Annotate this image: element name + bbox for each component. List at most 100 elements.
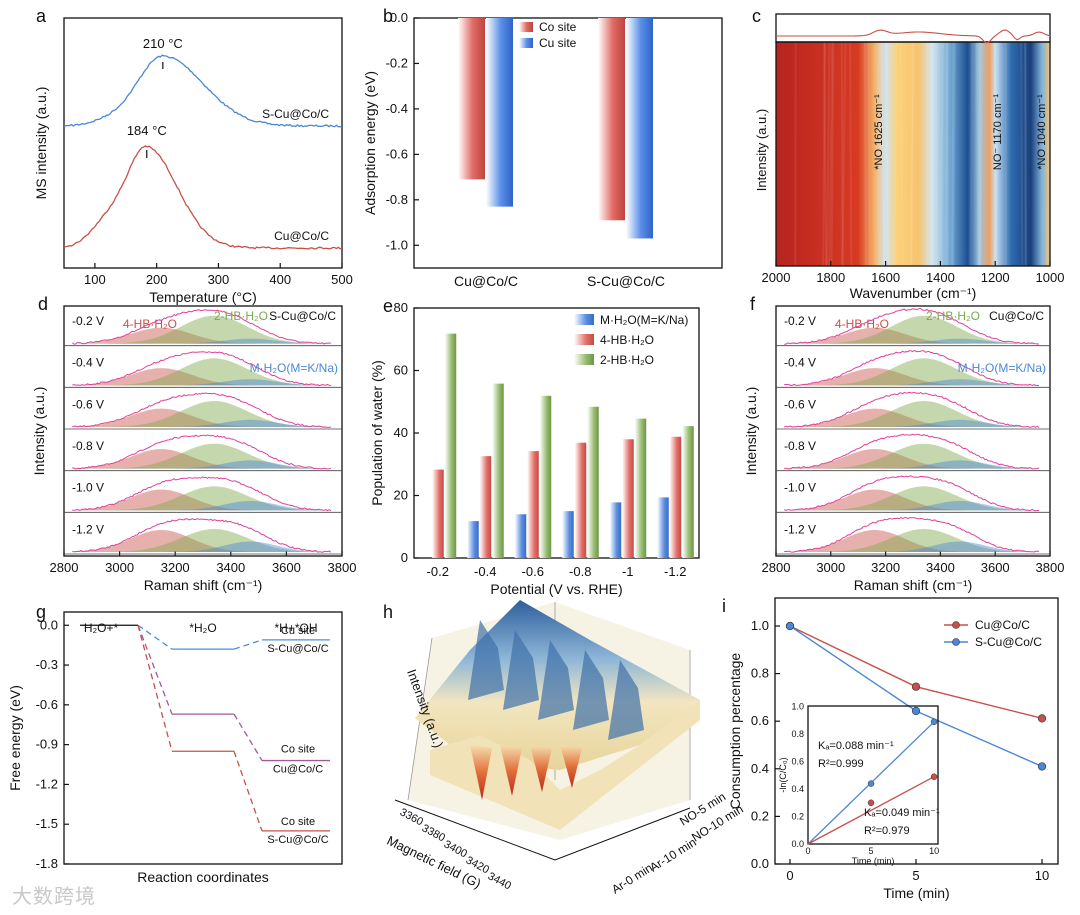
data-point-i [911, 706, 921, 716]
heatmap-streak-c [939, 42, 944, 266]
y-axis-label-g: Free energy (eV) [7, 685, 23, 791]
heatmap-streak-c [909, 42, 914, 266]
gauss-component-m-h2o [77, 541, 329, 552]
band-annotation-c: *NO 1040 cm⁻¹ [1036, 94, 1048, 170]
heatmap-c [776, 42, 1050, 266]
y-tick-label-g: -0.9 [36, 737, 58, 752]
level-label-g: Cu site [281, 625, 315, 637]
level-label-g: Cu@Co/C [273, 764, 323, 776]
raman-fit-line [72, 434, 331, 470]
data-point-i [1037, 714, 1047, 723]
inset-rate-label: Kₐ=0.088 min⁻¹ [818, 740, 894, 752]
y-tick-label-b: -0.6 [386, 146, 408, 161]
x-tick-label-f: 3000 [816, 560, 845, 575]
panel-title-f: Cu@Co/C [989, 309, 1044, 323]
x-tick-label-c: 1000 [1036, 270, 1065, 285]
heatmap-streak-c [969, 42, 974, 266]
x-category-label-e: -1.2 [664, 564, 686, 579]
inset-x-tick-label: 5 [869, 846, 874, 856]
gauss-component-2-hb [77, 443, 329, 469]
inset-fit-line [807, 776, 935, 845]
x-tick-label-d: 3600 [272, 560, 301, 575]
heatmap-streak-c [880, 42, 885, 266]
data-point-i [911, 682, 921, 691]
panel-letter-f: f [750, 294, 756, 314]
field-tick-label-h: 3440 [486, 870, 513, 892]
gauss-component-m-h2o [77, 338, 329, 344]
heatmap-streak-c [849, 42, 853, 266]
gauss-component-2-hb [789, 358, 1037, 386]
heatmap-streak-c [863, 42, 867, 266]
surface-ridge-h [608, 660, 644, 740]
inset-y-axis-label: -ln(C/C₀) [778, 757, 788, 792]
raman-fit-line [72, 351, 332, 387]
heatmap-texture-c [794, 42, 1050, 266]
legend-swatch-b [519, 38, 533, 48]
x-tick-label-c: 1800 [816, 270, 845, 285]
panel-d-frame [63, 305, 343, 557]
x-axis-label-f: Raman shift (cm⁻¹) [854, 577, 973, 593]
inset-data-point [867, 780, 875, 787]
energy-connector-g [233, 713, 263, 761]
heatmap-streak-c [885, 42, 890, 266]
gauss-component-4-hb [77, 449, 329, 469]
y-tick-label-i: 0.2 [751, 808, 769, 823]
watermark-text: 大数跨境 [12, 884, 96, 908]
bar-series-1 [669, 436, 682, 558]
inset-data-point [867, 799, 875, 807]
y-axis-label-c: Intensity (a.u.) [754, 109, 769, 191]
bar-series-2 [492, 383, 504, 558]
legend-swatch-b [519, 22, 533, 32]
heatmap-streak-c [950, 42, 956, 266]
gauss-component-4-hb [789, 530, 1037, 552]
bar-series-1 [622, 439, 634, 558]
raman-fit-line [784, 516, 1040, 553]
field-tick-label-h: 3380 [420, 822, 447, 844]
x-axis-label-d: Raman shift (cm⁻¹) [144, 577, 263, 593]
bar-series-2 [587, 406, 599, 558]
raman-fit-line [784, 308, 1039, 345]
bar-series-2 [539, 395, 552, 558]
potential-label: -0.6 V [784, 397, 816, 411]
x-tick-label-f: 3400 [926, 560, 955, 575]
legend-label-b: Cu site [539, 36, 577, 50]
gauss-component-2-hb [789, 401, 1037, 427]
potential-label: -0.2 V [784, 314, 816, 328]
gauss-component-4-hb [77, 530, 329, 552]
condition-label-h: Ar-0 min [609, 861, 655, 897]
y-axis-label-f: Intensity (a.u.) [743, 387, 759, 476]
y-tick-label-i: 0.0 [751, 856, 769, 871]
x-tick-label-f: 3800 [1036, 560, 1065, 575]
x-category-label-b: Cu@Co/C [454, 273, 518, 289]
panel-a-frame [63, 17, 343, 269]
bar-series-0 [657, 497, 669, 558]
band-annotation-c: *NO 1625 cm⁻¹ [873, 94, 885, 170]
heatmap-streak-c [899, 42, 904, 266]
x-tick-label-d: 3000 [105, 560, 134, 575]
raman-fit-line [784, 433, 1040, 470]
x-category-label-b: S-Cu@Co/C [587, 273, 665, 289]
level-label-g: S-Cu@Co/C [267, 834, 328, 846]
bar-series-0 [514, 514, 527, 558]
potential-label: -1.2 V [784, 522, 816, 536]
gauss-component-4-hb [789, 408, 1037, 427]
bar-cu-site [626, 18, 653, 239]
series-label-cu-co-c: Cu@Co/C [274, 229, 329, 243]
gauss-component-m-h2o [77, 460, 329, 469]
gauss-component-2-hb [77, 358, 329, 386]
peak-label-184: 184 °C [127, 123, 167, 138]
inset-x-axis-label: Time (min) [852, 856, 895, 866]
gauss-component-4-hb [789, 449, 1037, 469]
inset-x-tick-label: 0 [805, 846, 810, 856]
raman-fit-line [72, 476, 332, 512]
peak-label-210: 210 °C [143, 36, 183, 51]
y-tick-label-b: -0.8 [386, 192, 408, 207]
x-tick-label-a: 300 [208, 272, 230, 287]
inset-r2-label: R²=0.979 [864, 825, 910, 837]
x-category-label-e: -0.6 [522, 564, 544, 579]
x-tick-label-c: 1200 [981, 270, 1010, 285]
gauss-component-m-h2o [789, 500, 1037, 511]
gauss-component-m-h2o [789, 379, 1037, 386]
y-axis-label-i: Consumption percentage [727, 653, 743, 810]
energy-connector-g [137, 624, 173, 650]
